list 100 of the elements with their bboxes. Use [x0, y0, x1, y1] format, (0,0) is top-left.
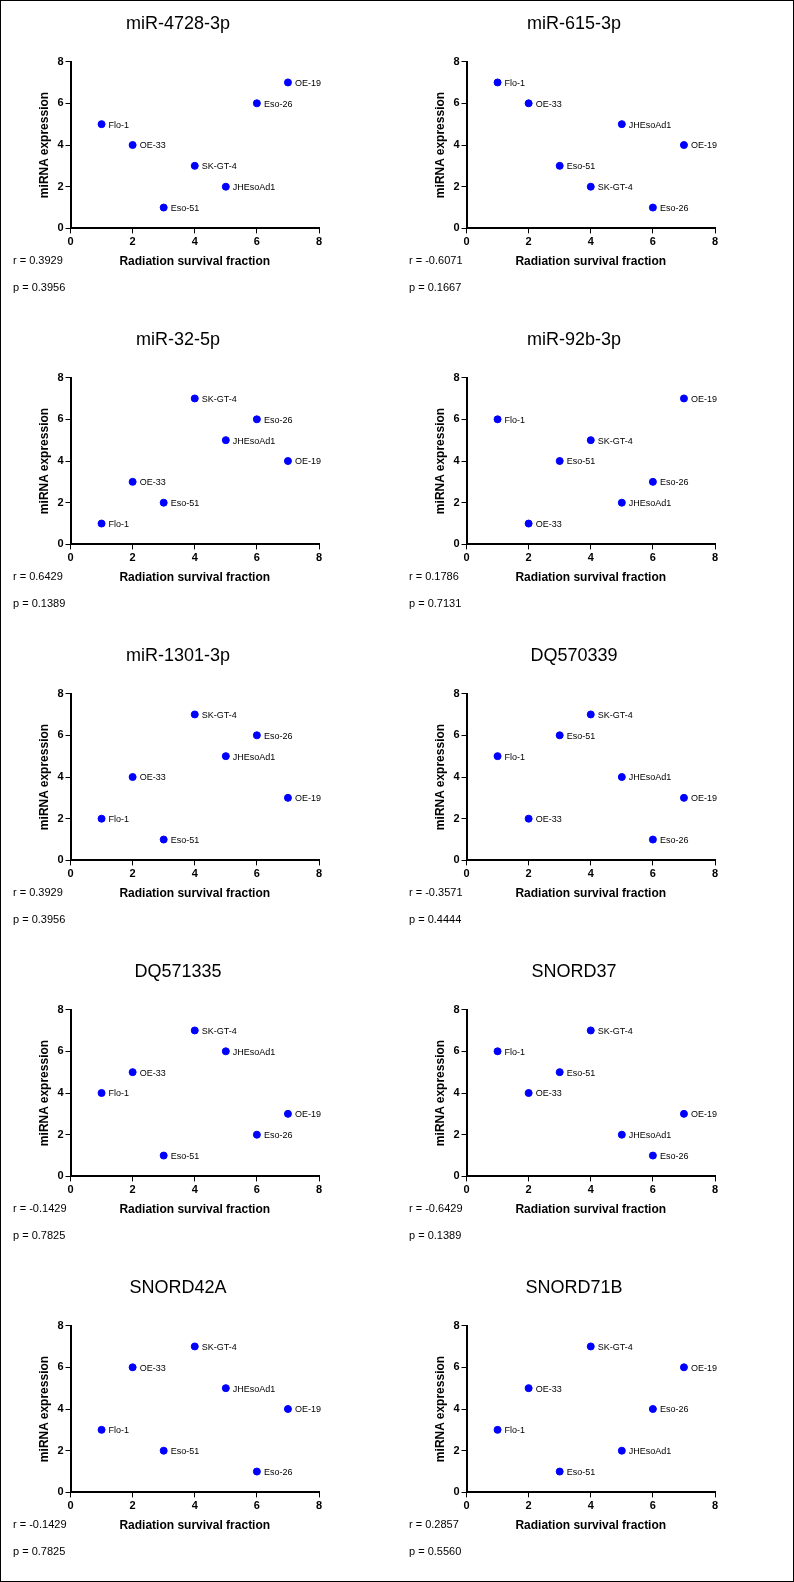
annotation: Flo-1: [504, 1425, 526, 1436]
annotation: Eso-26: [263, 414, 293, 425]
y-axis-title: miRNA expression: [432, 1355, 447, 1463]
point: [190, 394, 199, 403]
y-tick-label: 2: [57, 1127, 64, 1140]
y-tick-label: 2: [453, 811, 460, 824]
y-axis-title: miRNA expression: [36, 1039, 51, 1147]
annotation: JHEsoAd1: [628, 772, 672, 783]
point: [555, 1068, 564, 1077]
y-tick-label: 6: [57, 1360, 64, 1373]
annotation: OE-19: [690, 140, 717, 151]
annotation: OE-19: [294, 77, 321, 88]
y-tick-label: 2: [57, 179, 64, 192]
annotation: SK-GT-4: [597, 435, 633, 446]
point: [555, 457, 564, 465]
x-tick-label: 8: [315, 235, 323, 248]
point: [221, 436, 230, 445]
chart-title: SNORD71B: [525, 1276, 623, 1297]
annotation: Eso-51: [170, 1151, 200, 1162]
x-tick-label: 0: [463, 1183, 470, 1196]
annotation: Flo-1: [108, 1425, 130, 1436]
x-tick-label: 2: [525, 867, 532, 880]
y-tick-label: 8: [453, 370, 460, 383]
point: [586, 1342, 595, 1351]
text: p = 0.3956: [13, 281, 66, 294]
x-tick-label: 0: [67, 867, 74, 880]
x-tick-label: 2: [129, 867, 136, 880]
y-tick-label: 6: [57, 412, 64, 425]
x-tick-label: 2: [525, 551, 532, 564]
annotation: Eso-51: [566, 1467, 596, 1478]
point: [283, 457, 292, 465]
point: [586, 710, 595, 719]
annotation: JHEsoAd1: [232, 1046, 276, 1057]
point: [617, 773, 626, 781]
point: [283, 1405, 292, 1413]
point: [283, 1109, 292, 1118]
x-axis-title: Radiation survival fraction: [119, 254, 271, 269]
y-tick-label: 8: [57, 1318, 64, 1331]
point: [648, 1405, 657, 1413]
x-tick-label: 8: [711, 867, 719, 880]
x-tick-label: 4: [191, 1499, 199, 1512]
x-tick-label: 2: [129, 1499, 136, 1512]
annotation: OE-19: [294, 456, 321, 467]
point: [493, 1047, 502, 1056]
annotation: Eso-26: [659, 1151, 689, 1162]
point: [679, 793, 688, 802]
x-tick-label: 0: [67, 551, 74, 564]
annotation: OE-19: [294, 1404, 321, 1415]
x-tick-label: 0: [67, 235, 74, 248]
point: [252, 731, 261, 740]
point: [586, 1026, 595, 1035]
x-tick-label: 8: [315, 551, 323, 564]
annotation: OE-33: [535, 814, 562, 825]
x-tick-label: 8: [315, 867, 323, 880]
x-axis-title: Radiation survival fraction: [119, 1518, 271, 1533]
annotation: SK-GT-4: [201, 1025, 237, 1036]
x-tick-label: 4: [587, 551, 595, 564]
y-tick-label: 0: [453, 537, 460, 550]
x-tick-label: 4: [191, 867, 199, 880]
point: [617, 120, 626, 129]
annotation: SK-GT-4: [201, 1341, 237, 1352]
point: [555, 161, 564, 170]
point: [648, 835, 657, 844]
text: r = 0.1786: [409, 570, 459, 583]
point: [159, 203, 168, 212]
annotation: OE-33: [535, 98, 562, 109]
text: r = 0.2857: [409, 1518, 459, 1531]
y-tick-label: 4: [57, 770, 65, 783]
x-tick-label: 4: [587, 1499, 595, 1512]
y-tick-label: 0: [57, 537, 64, 550]
annotation: JHEsoAd1: [628, 1446, 672, 1457]
annotation: Flo-1: [108, 519, 130, 530]
x-axis-title: Radiation survival fraction: [515, 1202, 667, 1217]
text: p = 0.7825: [13, 1545, 66, 1558]
point: [524, 814, 533, 823]
x-tick-label: 0: [463, 235, 470, 248]
y-tick-label: 0: [453, 1169, 460, 1182]
chart-title: SNORD42A: [129, 1276, 227, 1297]
x-tick-label: 2: [525, 235, 532, 248]
point: [648, 477, 657, 486]
text: p = 0.1667: [409, 281, 462, 294]
point: [159, 1446, 168, 1455]
x-tick-label: 2: [129, 551, 136, 564]
annotation: OE-33: [139, 1067, 166, 1078]
point: [524, 1384, 533, 1393]
text: p = 0.1389: [13, 597, 66, 610]
annotation: OE-19: [690, 1362, 717, 1373]
x-tick-label: 6: [649, 1183, 656, 1196]
annotation: Flo-1: [504, 751, 526, 762]
point: [555, 731, 564, 740]
y-tick-label: 2: [57, 811, 64, 824]
annotation: OE-33: [139, 1362, 166, 1373]
x-tick-label: 4: [191, 551, 199, 564]
y-tick-label: 8: [57, 1002, 64, 1015]
y-tick-label: 4: [57, 1402, 65, 1415]
y-tick-label: 6: [453, 728, 460, 741]
text: p = 0.7825: [13, 1229, 66, 1242]
point: [97, 1089, 106, 1097]
y-tick-label: 6: [453, 412, 460, 425]
annotation: JHEsoAd1: [232, 1383, 276, 1394]
